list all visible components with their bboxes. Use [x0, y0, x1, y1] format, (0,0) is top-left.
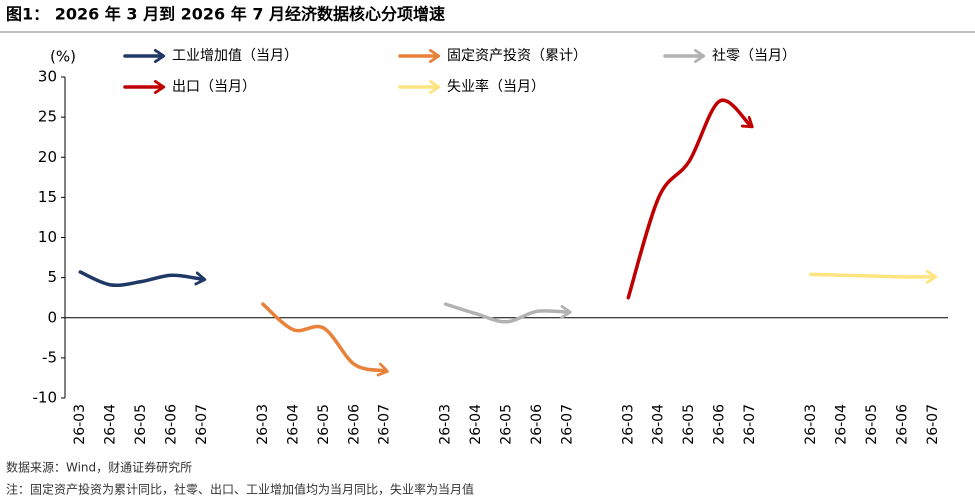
x-tick-label: 26-07: [194, 404, 210, 445]
y-tick-label: 0: [47, 308, 57, 326]
x-tick-label: 26-04: [833, 404, 849, 445]
legend-label: 出口（当月）: [172, 79, 256, 95]
y-tick-label: -10: [33, 389, 58, 407]
x-tick-label: 26-05: [864, 404, 880, 445]
y-tick-label: 5: [47, 268, 57, 286]
x-tick-label: 26-04: [468, 404, 484, 445]
x-tick-label: 26-05: [681, 404, 697, 445]
legend-label: 社零（当月）: [712, 48, 796, 64]
legend-label: 固定资产投资（累计）: [447, 48, 587, 64]
y-tick-label: 10: [38, 228, 57, 246]
legend-label: 工业增加值（当月）: [172, 48, 298, 64]
x-tick-label: 26-07: [925, 404, 941, 445]
x-tick-label: 26-03: [438, 404, 454, 445]
x-tick-label: 26-04: [285, 404, 301, 445]
series-line: [261, 302, 389, 377]
x-tick-label: 26-06: [164, 404, 180, 445]
series-line: [626, 98, 754, 300]
y-tick-label: 20: [38, 148, 57, 166]
x-tick-label: 26-04: [103, 404, 119, 445]
y-tick-label: 15: [38, 188, 57, 206]
source: 数据来源：Wind，财通证券研究所: [6, 460, 192, 475]
x-tick-label: 26-07: [377, 404, 393, 445]
x-tick-label: 26-05: [316, 404, 332, 445]
note: 注：固定资产投资为累计同比，社零、出口、工业增加值均为当月同比，失业率为当月值: [6, 482, 474, 497]
x-tick-label: 26-05: [499, 404, 515, 445]
series-line: [809, 269, 937, 284]
y-tick-label: 25: [38, 108, 57, 126]
x-tick-label: 26-03: [255, 404, 271, 445]
y-axis-label: (%): [50, 48, 76, 66]
y-tick-label: 30: [38, 68, 57, 86]
x-tick-label: 26-04: [651, 404, 667, 445]
x-tick-label: 26-03: [72, 404, 88, 445]
x-tick-label: 26-07: [742, 404, 758, 445]
x-tick-label: 26-06: [712, 404, 728, 445]
x-tick-label: 26-07: [559, 404, 575, 445]
series-line: [443, 302, 572, 324]
x-tick-label: 26-06: [346, 404, 362, 445]
y-tick-label: -5: [42, 348, 57, 366]
series-line: [78, 270, 207, 287]
x-tick-label: 26-03: [620, 404, 636, 445]
x-tick-label: 26-06: [894, 404, 910, 445]
chart-title: 图1： 2026 年 3 月到 2026 年 7 月经济数据核心分项增速: [6, 5, 445, 24]
legend-label: 失业率（当月）: [447, 78, 545, 95]
x-tick-label: 26-06: [529, 404, 545, 445]
x-tick-label: 26-03: [803, 404, 819, 445]
x-tick-label: 26-05: [133, 404, 149, 445]
